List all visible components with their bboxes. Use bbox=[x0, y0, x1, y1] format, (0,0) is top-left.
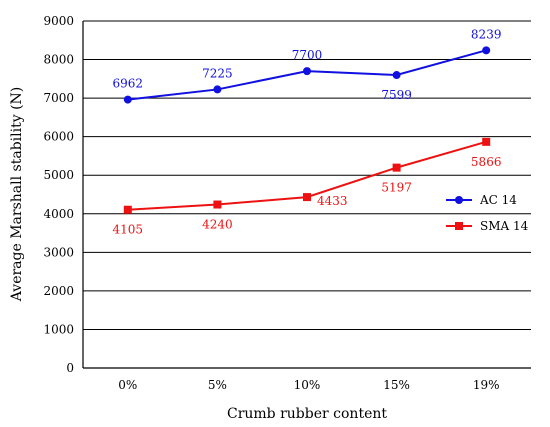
data-point bbox=[303, 67, 311, 76]
data-point bbox=[303, 193, 311, 202]
data-point bbox=[392, 71, 401, 80]
legend-item: AC 14 bbox=[446, 193, 517, 207]
y-tick-label: 7000 bbox=[43, 91, 74, 105]
series bbox=[123, 46, 491, 214]
legend-marker bbox=[455, 222, 463, 230]
y-axis-title: Average Marshall stability (N) bbox=[9, 87, 25, 303]
x-tick-label: 10% bbox=[294, 378, 321, 392]
y-tick-label: 9000 bbox=[43, 14, 74, 28]
data-label: 5866 bbox=[471, 155, 502, 169]
y-tick-label: 5000 bbox=[43, 168, 74, 182]
series-ac-14 bbox=[123, 46, 491, 104]
legend-item: SMA 14 bbox=[446, 219, 529, 233]
data-point bbox=[482, 137, 491, 146]
data-label: 4105 bbox=[113, 223, 144, 237]
data-point bbox=[482, 46, 491, 55]
x-tick-label: 0% bbox=[118, 378, 137, 392]
y-tick-label: 1000 bbox=[43, 322, 74, 336]
data-point bbox=[213, 85, 222, 94]
x-tick-label: 5% bbox=[208, 378, 227, 392]
axes bbox=[82, 21, 531, 369]
x-tick-label: 19% bbox=[473, 378, 500, 392]
data-label: 7599 bbox=[381, 88, 412, 102]
data-label: 8239 bbox=[471, 27, 502, 41]
y-tick-label: 8000 bbox=[43, 53, 74, 67]
legend-label: AC 14 bbox=[479, 193, 517, 207]
gridlines bbox=[83, 20, 531, 330]
data-label: 4433 bbox=[317, 194, 348, 208]
y-tick-label: 6000 bbox=[43, 130, 74, 144]
data-label: 5197 bbox=[381, 181, 412, 195]
y-tick-label: 3000 bbox=[43, 245, 74, 259]
data-label: 7700 bbox=[292, 48, 323, 62]
data-point bbox=[392, 163, 401, 172]
data-label: 4240 bbox=[202, 218, 233, 232]
data-point bbox=[123, 205, 132, 214]
x-tick-labels: 0% 5% 10% 15% 19% bbox=[118, 378, 499, 392]
data-point bbox=[123, 95, 132, 104]
data-label: 7225 bbox=[202, 66, 233, 80]
y-tick-label: 0 bbox=[66, 361, 74, 375]
data-label: 6962 bbox=[113, 77, 144, 91]
x-tick-label: 15% bbox=[383, 378, 410, 392]
y-tick-label: 2000 bbox=[43, 284, 74, 298]
data-labels: 6962 7225 7700 7599 8239 4105 4240 4433 5197 5866 bbox=[113, 27, 502, 236]
data-point bbox=[213, 200, 222, 209]
legend: AC 14 SMA 14 bbox=[446, 193, 529, 233]
series-sma-14 bbox=[123, 137, 491, 214]
y-tick-labels: 0 1000 2000 3000 4000 5000 6000 7000 8000 9000 bbox=[43, 14, 74, 375]
y-tick-label: 4000 bbox=[43, 207, 74, 221]
legend-label: SMA 14 bbox=[480, 219, 529, 233]
legend-marker bbox=[455, 196, 463, 204]
x-axis-title: Crumb rubber content bbox=[227, 406, 387, 422]
